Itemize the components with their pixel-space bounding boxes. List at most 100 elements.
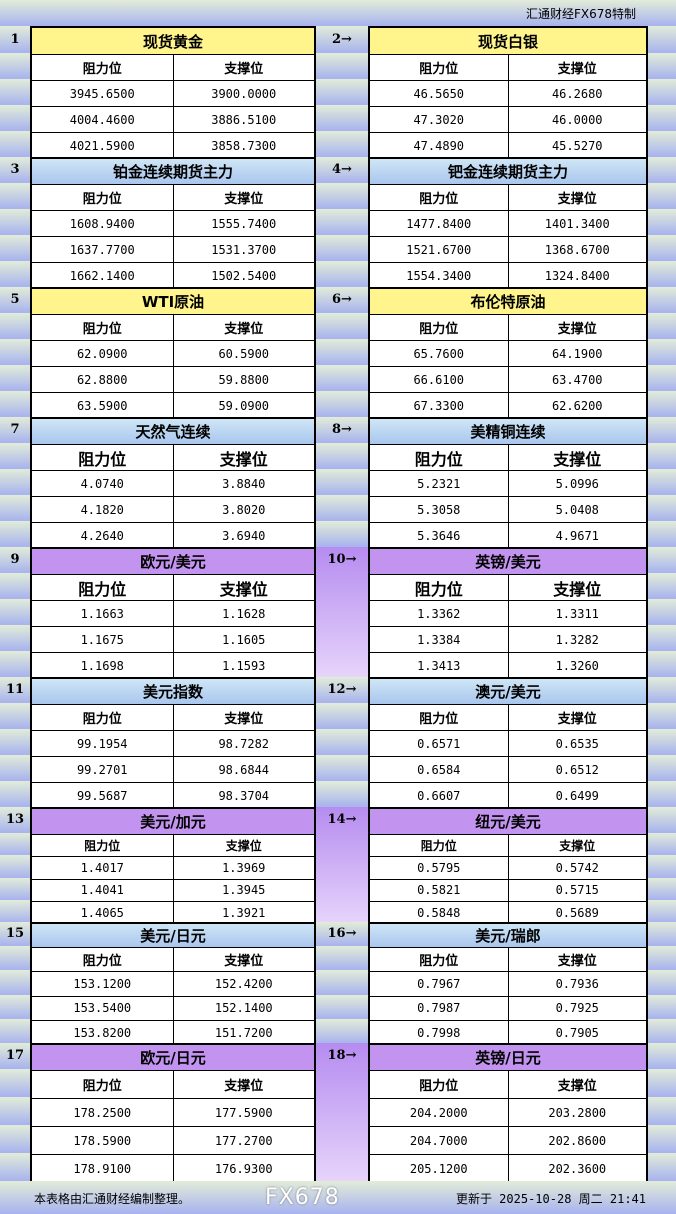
table-row: 4004.4600 3886.5100 — [32, 107, 314, 133]
column-header-row: 阻力位 支撑位 — [370, 705, 646, 731]
support-value: 98.7282 — [218, 736, 270, 751]
resistance-value: 99.1954 — [32, 731, 174, 756]
resistance-header: 阻力位 — [370, 55, 509, 80]
resistance-value: 62.8800 — [32, 367, 174, 392]
table-row: 1.1675 1.1605 — [32, 627, 314, 653]
support-value: 1.3969 — [222, 860, 266, 875]
support-value: 202.3600 — [548, 1161, 607, 1176]
table-row: 1.3362 1.3311 — [370, 601, 646, 627]
support-value: 1.3311 — [555, 606, 599, 621]
table-row: 5.3646 4.9671 — [370, 523, 646, 549]
purple-divider — [316, 547, 368, 677]
support-value: 0.7905 — [555, 1025, 599, 1040]
support-value: 45.5270 — [551, 138, 603, 153]
support-value: 0.6499 — [555, 788, 599, 803]
section-number: 1 — [10, 32, 20, 47]
resistance-value: 205.1200 — [370, 1155, 509, 1182]
footer-band — [0, 1181, 676, 1214]
instrument-title: 欧元/日元 — [32, 1045, 314, 1071]
resistance-value: 66.6100 — [370, 367, 509, 392]
quote-table: 布伦特原油 阻力位 支撑位 65.7600 64.1900 66.6100 63… — [368, 287, 648, 419]
quote-table: 美元/加元 阻力位 支撑位 1.4017 1.3969 1.4041 1.394… — [30, 807, 316, 925]
table-row: 0.7998 0.7905 — [370, 1021, 646, 1046]
support-value: 203.2800 — [548, 1105, 607, 1120]
table-row: 99.5687 98.3704 — [32, 783, 314, 809]
support-value: 3886.5100 — [211, 112, 277, 127]
table-row: 5.3058 5.0408 — [370, 497, 646, 523]
section-number: 9 — [10, 552, 20, 567]
resistance-value: 178.5900 — [32, 1127, 174, 1154]
instrument-title: 美元/日元 — [32, 924, 314, 948]
instrument-title: WTI原油 — [32, 289, 314, 315]
column-header-row: 阻力位 支撑位 — [32, 315, 314, 341]
quote-table: 铂金连续期货主力 阻力位 支撑位 1608.9400 1555.7400 163… — [30, 157, 316, 289]
quote-table: 美元/瑞郎 阻力位 支撑位 0.7967 0.7936 0.7987 0.792… — [368, 922, 648, 1046]
resistance-value: 1521.6700 — [370, 237, 509, 262]
support-header: 支撑位 — [557, 62, 597, 77]
column-header-row: 阻力位 支撑位 — [32, 948, 314, 972]
instrument-title: 欧元/美元 — [32, 549, 314, 575]
support-header: 支撑位 — [553, 579, 602, 599]
support-header: 支撑位 — [219, 449, 268, 469]
resistance-header: 阻力位 — [370, 835, 509, 856]
resistance-value: 0.7998 — [370, 1021, 509, 1045]
update-time: 更新于 2025-10-28 周二 21:41 — [455, 1192, 646, 1206]
column-header-row: 阻力位 支撑位 — [370, 55, 646, 81]
table-row: 1.3384 1.3282 — [370, 627, 646, 653]
resistance-value: 65.7600 — [370, 341, 509, 366]
support-value: 177.2700 — [214, 1133, 273, 1148]
purple-divider — [316, 807, 368, 923]
resistance-header: 阻力位 — [370, 445, 509, 470]
resistance-value: 0.5795 — [370, 857, 509, 879]
resistance-value: 4.2640 — [32, 523, 174, 548]
table-row: 1.1698 1.1593 — [32, 653, 314, 679]
resistance-value: 4.1820 — [32, 497, 174, 522]
quote-table: 澳元/美元 阻力位 支撑位 0.6571 0.6535 0.6584 0.651… — [368, 677, 648, 809]
resistance-value: 204.7000 — [370, 1127, 509, 1154]
section-number: 14→ — [327, 812, 357, 827]
table-row: 99.2701 98.6844 — [32, 757, 314, 783]
support-value: 1368.6700 — [544, 242, 610, 257]
column-header-row: 阻力位 支撑位 — [32, 445, 314, 471]
column-header-row: 阻力位 支撑位 — [370, 1071, 646, 1099]
table-row: 0.6607 0.6499 — [370, 783, 646, 809]
support-value: 1401.3400 — [544, 216, 610, 231]
column-header-row: 阻力位 支撑位 — [32, 575, 314, 601]
table-row: 62.8800 59.8800 — [32, 367, 314, 393]
table-row: 1608.9400 1555.7400 — [32, 211, 314, 237]
support-value: 152.1400 — [214, 1001, 273, 1016]
table-row: 178.2500 177.5900 — [32, 1099, 314, 1127]
resistance-header: 阻力位 — [370, 1071, 509, 1098]
support-value: 5.0408 — [555, 502, 599, 517]
support-value: 0.7936 — [555, 976, 599, 991]
resistance-value: 4004.4600 — [32, 107, 174, 132]
support-value: 3.6940 — [222, 528, 266, 543]
support-header: 支撑位 — [553, 449, 602, 469]
support-header: 支撑位 — [224, 712, 264, 727]
resistance-header: 阻力位 — [370, 948, 509, 971]
support-value: 0.6535 — [555, 736, 599, 751]
table-row: 1521.6700 1368.6700 — [370, 237, 646, 263]
quote-table: 现货黄金 阻力位 支撑位 3945.6500 3900.0000 4004.46… — [30, 26, 316, 159]
support-value: 3.8840 — [222, 476, 266, 491]
resistance-value: 67.3300 — [370, 393, 509, 418]
support-value: 59.0900 — [218, 398, 270, 413]
table-row: 0.5795 0.5742 — [370, 857, 646, 880]
table-row: 1.4017 1.3969 — [32, 857, 314, 880]
resistance-value: 1.1698 — [32, 653, 174, 678]
section-number: 10→ — [327, 552, 357, 567]
support-value: 3858.7300 — [211, 138, 277, 153]
instrument-title: 美精铜连续 — [370, 419, 646, 445]
quote-table: 钯金连续期货主力 阻力位 支撑位 1477.8400 1401.3400 152… — [368, 157, 648, 289]
column-header-row: 阻力位 支撑位 — [370, 948, 646, 972]
quote-table: 纽元/美元 阻力位 支撑位 0.5795 0.5742 0.5821 0.571… — [368, 807, 648, 925]
support-value: 1324.8400 — [544, 268, 610, 283]
support-header: 支撑位 — [557, 1079, 597, 1094]
resistance-value: 0.5821 — [370, 879, 509, 901]
column-header-row: 阻力位 支撑位 — [32, 835, 314, 857]
instrument-title: 现货黄金 — [32, 28, 314, 55]
resistance-value: 1554.3400 — [370, 263, 509, 288]
instrument-title: 澳元/美元 — [370, 679, 646, 705]
instrument-title: 美元/瑞郎 — [370, 924, 646, 948]
table-row: 204.7000 202.8600 — [370, 1127, 646, 1155]
